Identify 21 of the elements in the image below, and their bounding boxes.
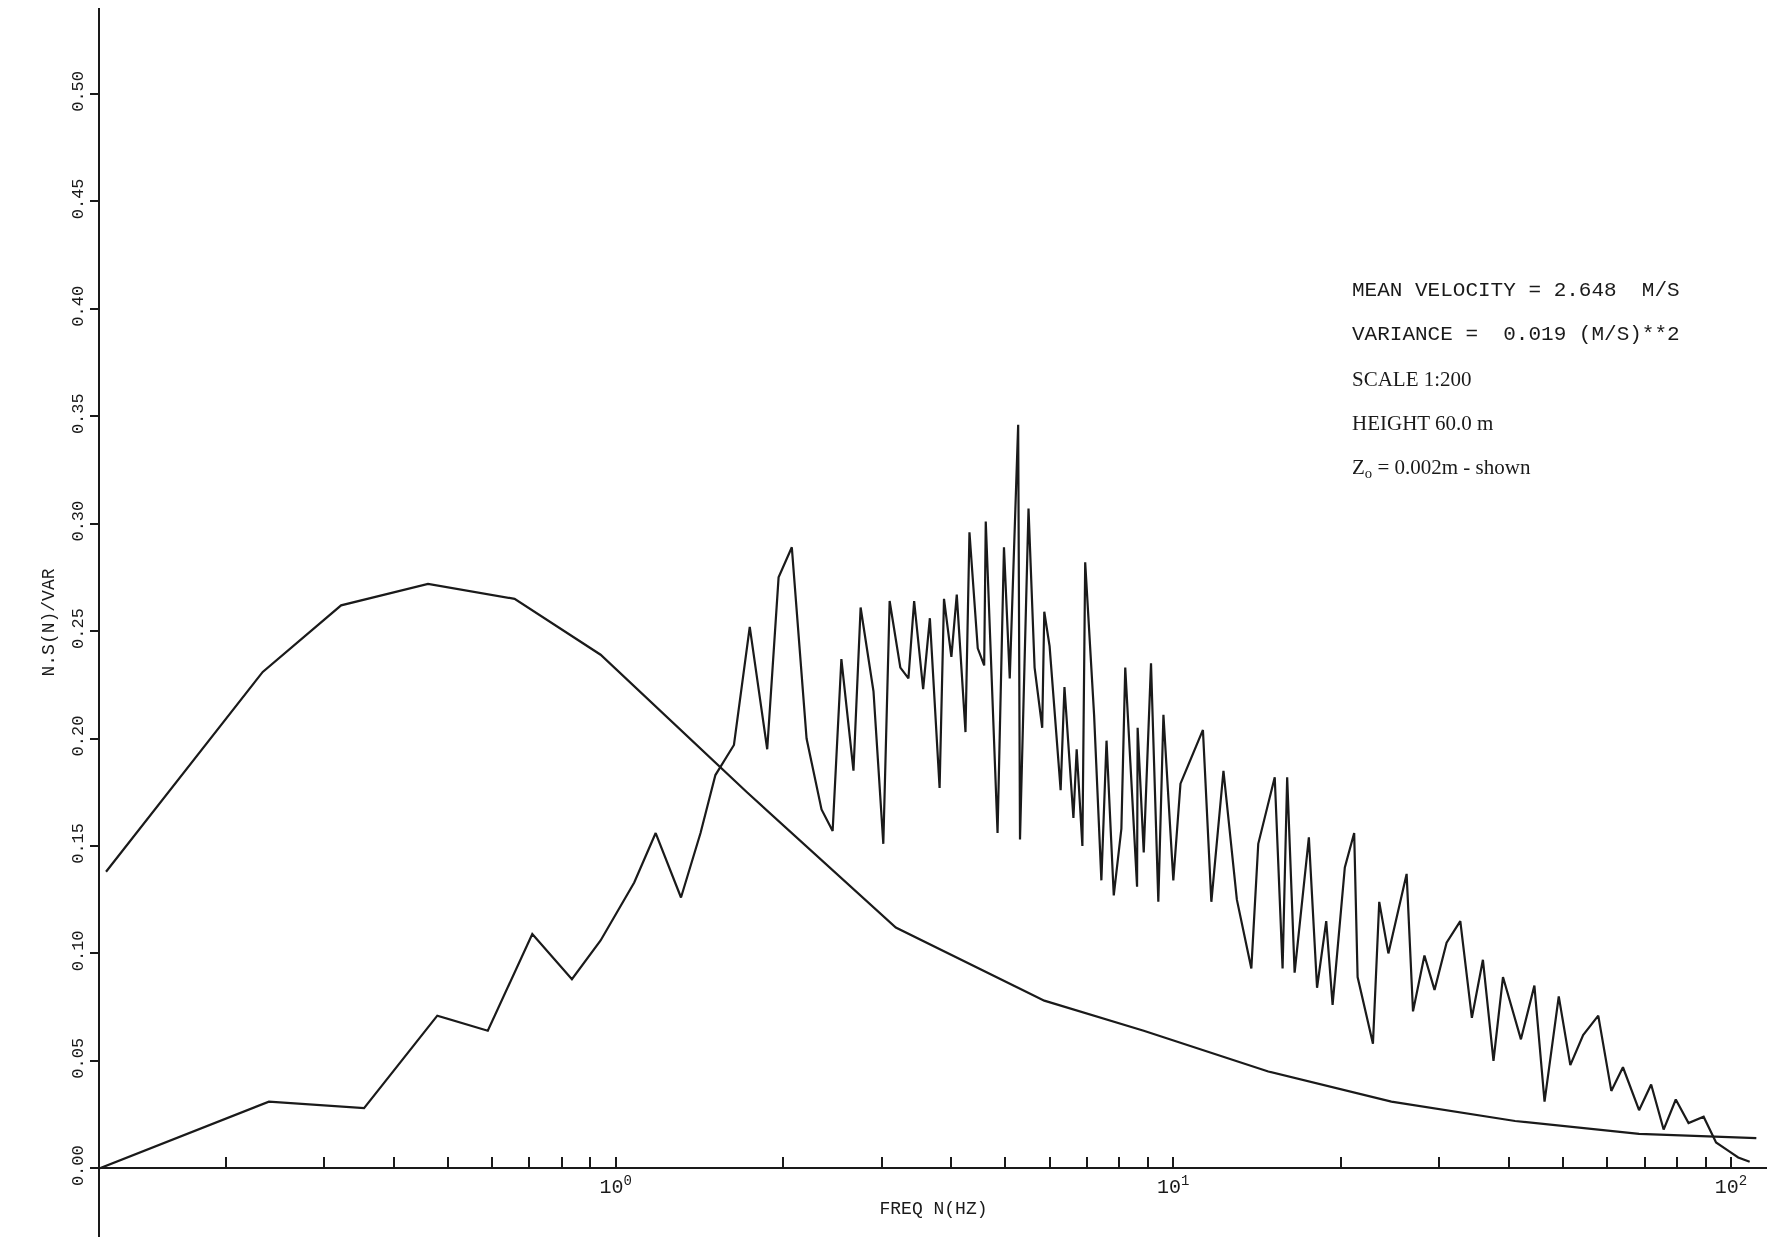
x-tick-label: 10$^{1}$ [1157, 1172, 1190, 1200]
annotation: HEIGHT 60.0 m [1352, 411, 1494, 435]
annotation: SCALE 1:200 [1352, 367, 1472, 391]
y-tick-label: 0.50 [69, 70, 89, 112]
y-tick-label: 0.05 [69, 1037, 89, 1079]
x-tick-label: 10$^{0}$ [599, 1172, 632, 1200]
annotation: VARIANCE = 0.019 (M/S)**2 [1352, 323, 1680, 346]
y-tick-label: 0.10 [69, 930, 89, 972]
y-tick-label: 0.00 [69, 1145, 89, 1187]
x-axis-title: FREQ N(HZ) [879, 1198, 988, 1219]
y-tick-label: 0.45 [69, 178, 89, 220]
y-axis-title: N.S(N)/VAR [38, 568, 59, 677]
y-tick-label: 0.15 [69, 822, 89, 864]
y-tick-label: 0.40 [69, 285, 89, 327]
y-tick-label: 0.30 [69, 500, 89, 542]
y-tick-label: 0.25 [69, 608, 89, 649]
annotation: MEAN VELOCITY = 2.648 M/S [1352, 279, 1680, 302]
annotation: Z$_{o}$ = 0.002m - shown [1352, 455, 1531, 482]
y-tick-label: 0.35 [69, 393, 89, 435]
x-tick-label: 10$^{2}$ [1714, 1172, 1748, 1200]
y-tick-label: 0.20 [69, 715, 89, 757]
